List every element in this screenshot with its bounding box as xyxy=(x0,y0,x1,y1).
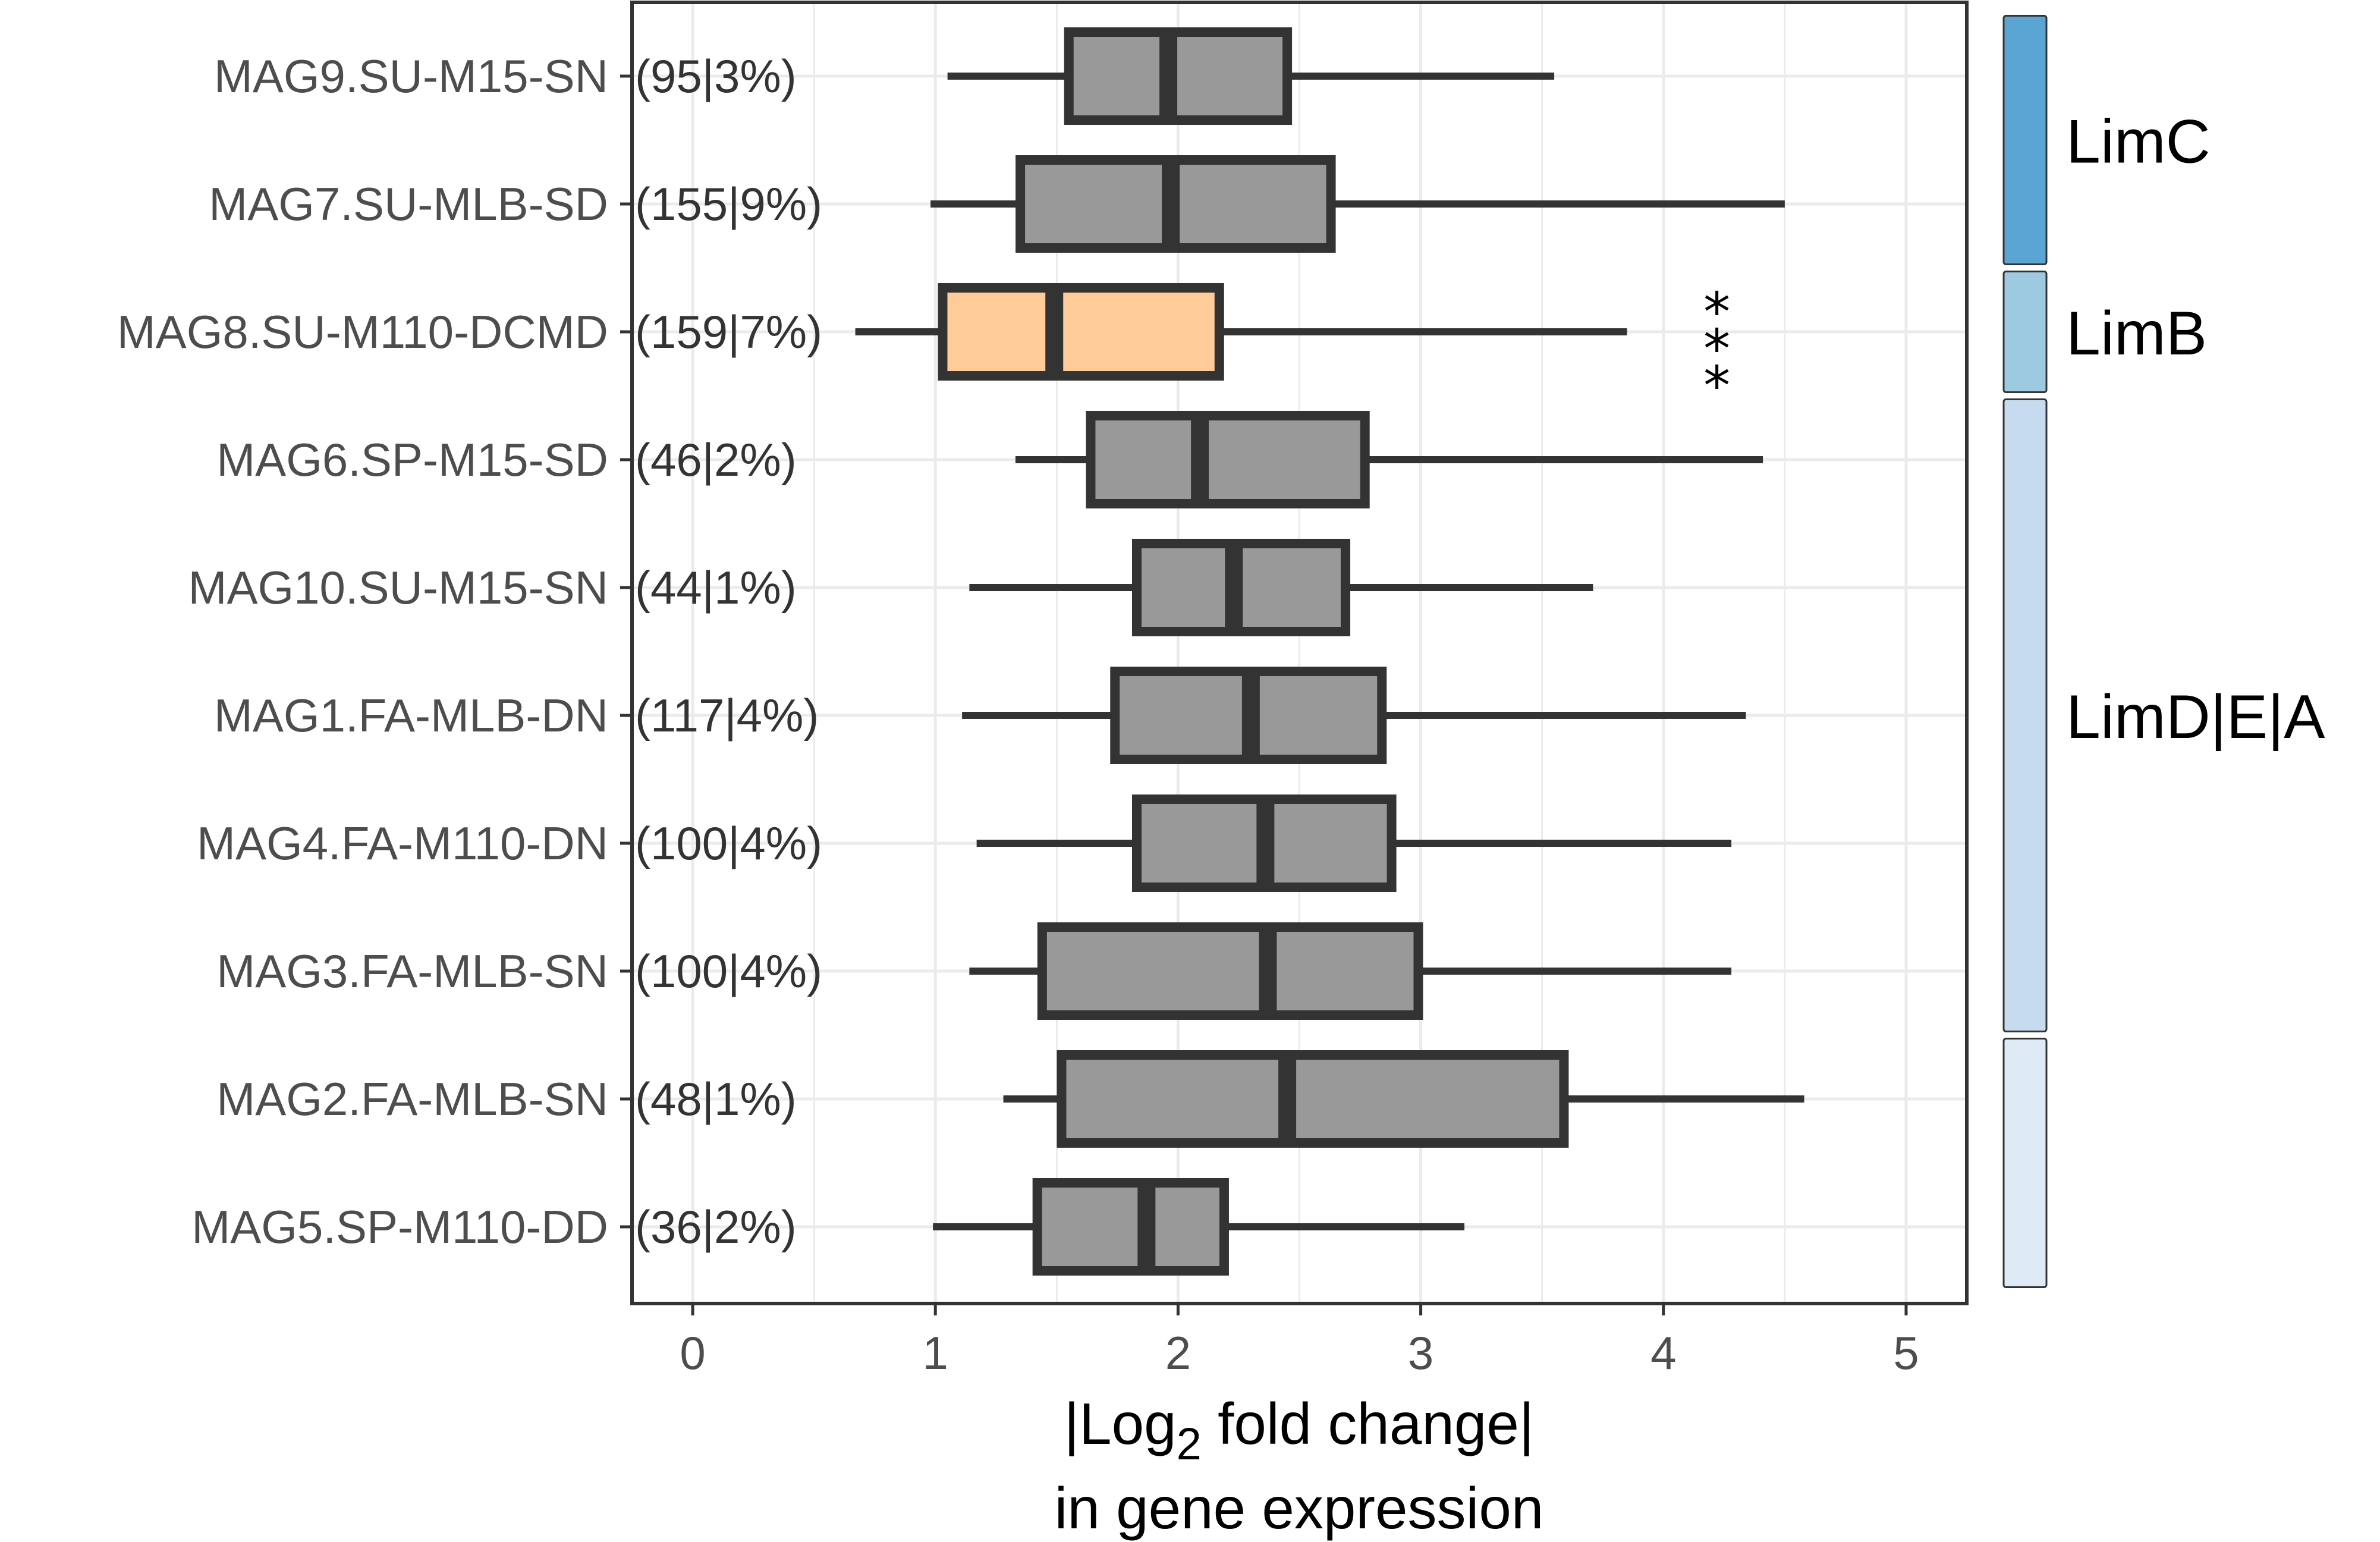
category-label: MAG1.FA-MLB-DN xyxy=(214,689,608,742)
count-annotation: (117|4%) xyxy=(635,689,819,742)
x-tick-label: 3 xyxy=(1408,1327,1433,1379)
group-label: LimB xyxy=(2066,299,2207,368)
group-bar xyxy=(2002,271,2048,393)
group-label: LimD|E|A xyxy=(2066,683,2325,752)
category-label: MAG4.FA-M110-DN xyxy=(197,817,608,869)
x-axis-title: |Log2 fold change| xyxy=(1064,1391,1535,1469)
category-label: MAG3.FA-MLB-SN xyxy=(216,945,608,997)
count-annotation: (48|1%) xyxy=(635,1073,797,1125)
box xyxy=(1064,27,1293,125)
group-bar xyxy=(2002,398,2048,1032)
x-tick-label: 2 xyxy=(1165,1327,1191,1379)
count-annotation: (155|9%) xyxy=(635,178,822,230)
category-label: MAG9.SU-M15-SN xyxy=(214,50,608,102)
group-bar xyxy=(2002,15,2048,265)
box xyxy=(1037,922,1423,1020)
category-label: MAG8.SU-M110-DCMD xyxy=(117,306,608,358)
significance-star: * xyxy=(1703,355,1730,417)
count-annotation: (159|7%) xyxy=(635,306,822,358)
box-row: *** xyxy=(855,281,1730,417)
count-annotation: (100|4%) xyxy=(635,945,822,997)
count-annotation: (46|2%) xyxy=(635,434,797,486)
x-tick-label: 5 xyxy=(1893,1327,1919,1379)
count-annotation: (36|2%) xyxy=(635,1201,797,1253)
box-highlighted xyxy=(938,283,1224,381)
box-row xyxy=(976,794,1732,892)
category-label: MAG5.SP-M110-DD xyxy=(191,1201,608,1253)
box-row xyxy=(969,539,1593,636)
x-tick-label: 1 xyxy=(923,1327,948,1379)
category-labels: MAG9.SU-M15-SN (95|3%) MAG7.SU-MLB-SD (155|… xyxy=(117,50,822,1253)
group-bar xyxy=(2002,1038,2048,1288)
category-label: MAG10.SU-M15-SN xyxy=(188,561,609,614)
box-row xyxy=(1015,411,1763,508)
group-bars: LimC LimB LimD|E|A xyxy=(2002,15,2325,1288)
significance-star: * xyxy=(1703,318,1730,381)
panel-border xyxy=(630,1,1969,1305)
box-row xyxy=(962,667,1746,764)
boxes: *** xyxy=(855,27,1804,1276)
box-row xyxy=(1003,1050,1804,1148)
x-tick-label: 4 xyxy=(1650,1327,1676,1379)
category-label: MAG7.SU-MLB-SD xyxy=(209,178,608,230)
box-row xyxy=(930,155,1785,253)
count-annotation: (95|3%) xyxy=(635,50,797,102)
category-label: MAG2.FA-MLB-SN xyxy=(216,1073,608,1125)
box-row xyxy=(933,1178,1465,1276)
significance-star: * xyxy=(1703,281,1730,344)
count-annotation: (44|1%) xyxy=(635,561,797,614)
category-label: MAG6.SP-M15-SD xyxy=(216,434,608,486)
box-row xyxy=(969,922,1732,1020)
group-label: LimC xyxy=(2066,108,2211,177)
box xyxy=(1086,411,1370,508)
box xyxy=(1032,1178,1229,1276)
x-tick-label: 0 xyxy=(680,1327,705,1379)
box xyxy=(1057,1050,1569,1148)
x-axis-title-line2: in gene expression xyxy=(1055,1475,1544,1541)
count-annotation: (100|4%) xyxy=(635,817,822,869)
box-row xyxy=(947,27,1555,125)
x-axis: 0 1 2 3 4 5 xyxy=(680,1304,1919,1379)
